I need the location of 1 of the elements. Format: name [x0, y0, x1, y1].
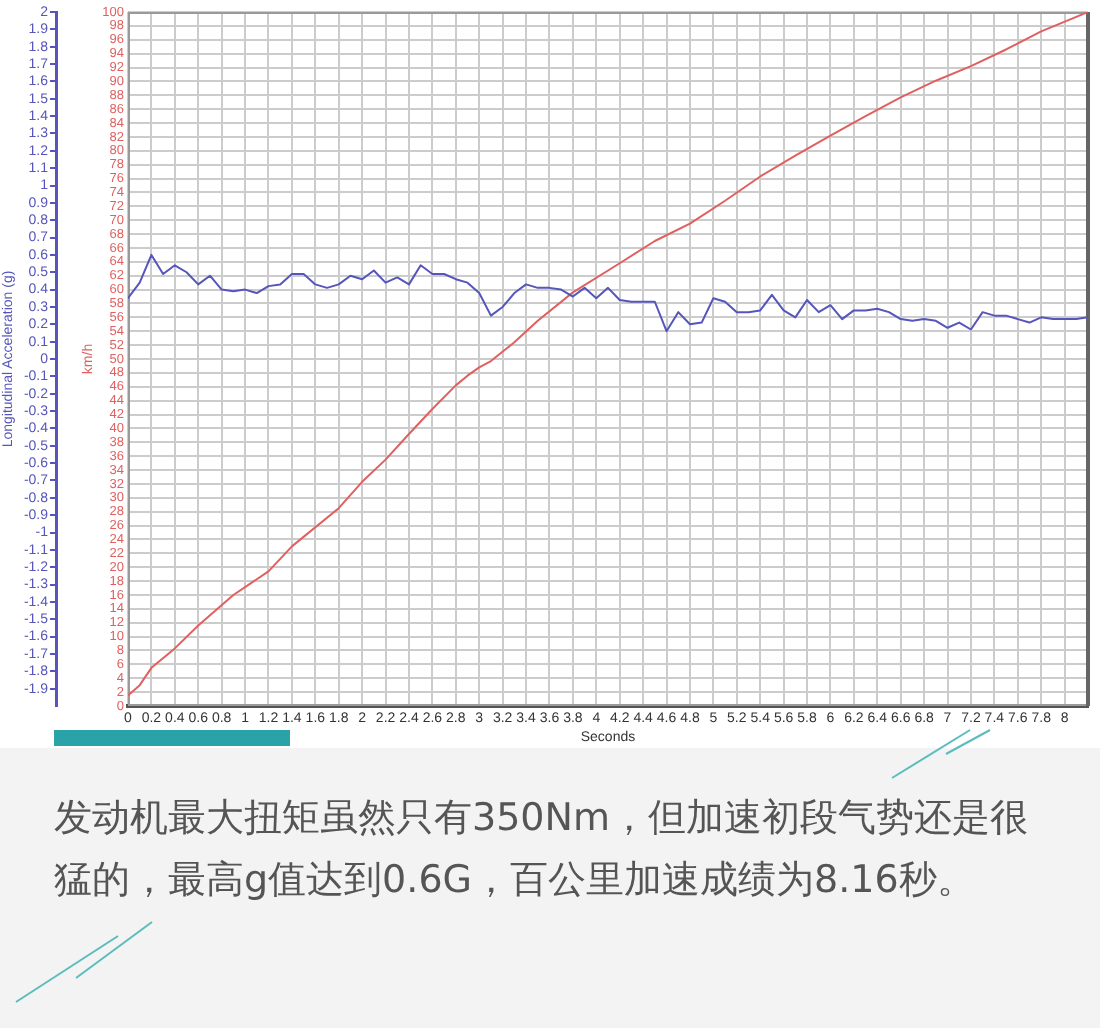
text: 发动机最大扭矩虽然只有350Nm，但加速初段气势还是很猛的，最高g值达到0.6G，百公里加速成绩为8.16秒。 — [54, 794, 1030, 906]
